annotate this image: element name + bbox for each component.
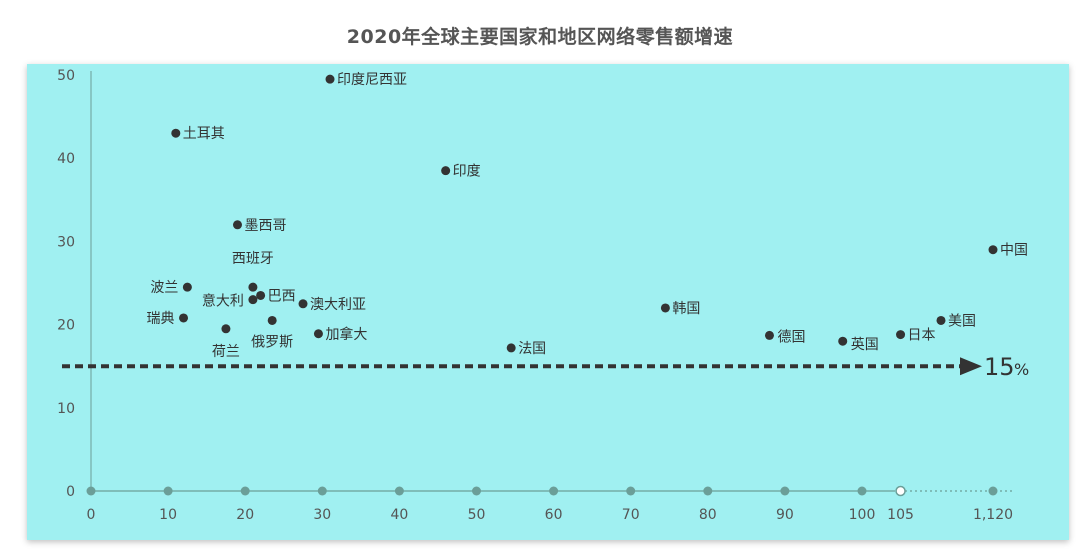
reference-unit: % <box>1014 360 1029 379</box>
data-point-label: 美国 <box>948 313 976 329</box>
data-point <box>298 299 308 309</box>
data-point-label: 荷兰 <box>212 344 240 360</box>
x-tick-marker <box>394 486 404 496</box>
data-point <box>232 220 242 230</box>
data-point-label: 西班牙 <box>232 251 274 267</box>
data-point <box>248 282 258 292</box>
x-tick-label: 30 <box>313 507 331 523</box>
data-point-label: 中国 <box>1000 243 1028 259</box>
data-point-label: 加拿大 <box>325 326 367 343</box>
data-point <box>896 330 906 340</box>
x-tick-label: 70 <box>622 507 640 523</box>
data-point <box>988 245 998 255</box>
data-point <box>248 295 258 305</box>
x-tick-label: 60 <box>545 507 563 523</box>
x-tick-label: 80 <box>699 507 717 523</box>
x-tick-marker <box>163 486 173 496</box>
data-point <box>182 282 192 292</box>
y-tick-label: 20 <box>57 318 75 334</box>
x-tick-label: 100 <box>849 507 876 523</box>
data-point <box>506 343 516 353</box>
reference-arrow <box>960 357 982 376</box>
data-point-label: 法国 <box>518 341 546 357</box>
x-tick-label: 1,120 <box>973 507 1013 523</box>
x-tick-label: 40 <box>390 507 408 523</box>
data-point <box>313 329 323 339</box>
data-point <box>171 128 181 138</box>
data-point <box>256 290 266 300</box>
x-tick-marker <box>857 486 867 496</box>
data-point-label: 墨西哥 <box>244 218 286 234</box>
data-point <box>221 324 231 334</box>
x-tick-label: 105 <box>887 507 914 523</box>
x-tick-marker <box>549 486 559 496</box>
x-tick-marker <box>86 486 96 496</box>
data-point <box>325 74 335 84</box>
x-tick-marker <box>472 486 481 496</box>
y-tick-label: 40 <box>57 151 75 167</box>
data-point-label: 瑞典 <box>147 311 175 327</box>
data-point <box>660 303 670 313</box>
x-axis-break-marker <box>895 485 906 497</box>
data-point-label: 韩国 <box>672 301 700 317</box>
data-point-label: 日本 <box>908 328 936 344</box>
data-point-label: 巴西 <box>268 288 296 304</box>
data-point <box>441 166 451 176</box>
x-tick-marker <box>703 486 713 496</box>
data-point-label: 意大利 <box>202 293 244 310</box>
x-tick-label: 50 <box>468 507 486 523</box>
data-point <box>179 313 189 323</box>
x-tick-label: 10 <box>159 507 177 523</box>
chart-panel <box>27 64 1069 540</box>
y-tick-label: 30 <box>57 234 75 250</box>
data-point-label: 波兰 <box>150 280 178 296</box>
data-point <box>267 315 277 325</box>
x-tick-label: 0 <box>87 507 96 523</box>
x-tick-marker <box>240 486 250 496</box>
data-point-label: 俄罗斯 <box>251 334 293 350</box>
data-point-label: 印度 <box>453 164 481 180</box>
x-tick-label: 90 <box>776 507 794 523</box>
x-tick-label: 20 <box>236 507 254 523</box>
data-point-label: 印度尼西亚 <box>337 72 407 88</box>
data-point-label: 德国 <box>777 329 805 345</box>
data-point <box>936 315 946 325</box>
y-tick-label: 10 <box>57 401 75 417</box>
x-tick-marker <box>988 486 998 496</box>
data-point-label: 澳大利亚 <box>310 297 366 313</box>
x-tick-marker <box>780 486 790 496</box>
chart-title: 2020年全球主要国家和地区网络零售额增速 <box>346 26 734 48</box>
y-tick-label: 0 <box>66 484 75 500</box>
x-tick-marker <box>317 486 327 496</box>
data-point-label: 土耳其 <box>183 126 225 142</box>
y-tick-label: 50 <box>57 68 75 84</box>
data-point <box>838 336 848 346</box>
x-tick-marker <box>626 486 636 496</box>
data-point <box>764 330 774 340</box>
data-point-label: 英国 <box>851 336 879 353</box>
reference-label: 15 <box>984 353 1015 381</box>
